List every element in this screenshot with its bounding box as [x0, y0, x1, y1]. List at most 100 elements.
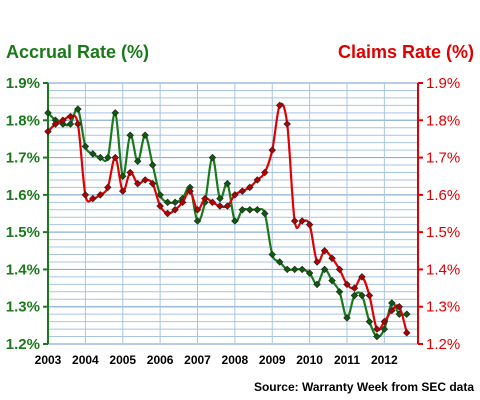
x-tick-label: 2011: [334, 353, 360, 367]
right-tick-label: 1.6%: [426, 187, 460, 204]
claims-point: [126, 168, 134, 177]
accrual-point: [275, 258, 284, 266]
accrual-point: [253, 206, 262, 214]
accrual-point: [44, 109, 52, 117]
claims-point: [111, 153, 119, 162]
accrual-point: [171, 198, 179, 207]
x-tick-label: 2010: [296, 353, 323, 367]
claims-point: [238, 187, 247, 195]
claims-point: [178, 198, 187, 207]
claims-point: [268, 146, 276, 154]
accrual-point: [141, 131, 149, 139]
claims-point: [133, 179, 142, 188]
accrual-point: [223, 179, 232, 188]
accrual-point: [163, 198, 172, 207]
right-tick-label: 1.8%: [426, 112, 460, 129]
right-tick-label: 1.3%: [426, 299, 460, 316]
left-tick-label: 1.3%: [6, 299, 40, 316]
x-tick-label: 2007: [184, 353, 211, 367]
left-tick-label: 1.9%: [6, 75, 40, 92]
accrual-point: [119, 172, 127, 180]
accrual-point: [283, 265, 291, 274]
right-tick-label: 1.4%: [426, 261, 460, 278]
claims-point: [201, 194, 209, 203]
x-axis-ticks: 2003 2004 2005 2006 2007 2008 2009 2010 2011 2012: [35, 353, 398, 367]
claims-point: [261, 168, 269, 177]
claims-point: [380, 317, 389, 326]
claims-point: [231, 191, 239, 199]
right-tick-label: 1.5%: [426, 224, 460, 241]
claims-point: [216, 202, 224, 210]
x-tick-label: 2008: [222, 353, 249, 367]
left-tick-label: 1.4%: [6, 261, 40, 278]
accrual-point: [403, 310, 411, 318]
accrual-point: [268, 250, 276, 259]
left-tick-label: 1.5%: [6, 224, 40, 241]
claims-point: [246, 183, 254, 192]
accrual-point: [365, 317, 374, 326]
claims-point: [96, 191, 105, 199]
claims-point: [403, 329, 411, 337]
claims-point: [298, 217, 306, 225]
left-tick-label: 1.7%: [6, 150, 40, 167]
right-axis-title: Claims Rate (%): [338, 42, 474, 62]
accrual-point: [231, 217, 239, 225]
claims-point: [395, 302, 404, 311]
left-tick-label: 1.6%: [6, 187, 40, 204]
claims-point: [66, 112, 75, 121]
left-axis-ticks: 1.2% 1.3% 1.4% 1.5% 1.6% 1.7% 1.8% 1.9%: [6, 75, 49, 353]
accrual-point: [328, 276, 336, 285]
accrual-point: [81, 142, 90, 151]
claims-point: [320, 247, 329, 255]
claims-point: [148, 179, 157, 188]
accrual-point: [305, 269, 314, 277]
left-tick-label: 1.2%: [6, 336, 40, 353]
claims-point: [373, 325, 381, 333]
claims-point: [275, 101, 284, 110]
claims-point: [253, 176, 262, 184]
accrual-point: [126, 131, 134, 139]
accrual-point: [290, 265, 299, 274]
x-tick-label: 2005: [109, 353, 136, 367]
x-tick-label: 2006: [147, 353, 174, 367]
source-note: Source: Warranty Week from SEC data: [254, 380, 474, 394]
accrual-point: [89, 150, 97, 158]
accrual-point: [238, 206, 247, 214]
claims-point: [283, 120, 291, 128]
accrual-point: [208, 153, 217, 162]
accrual-point: [104, 153, 112, 162]
right-tick-label: 1.2%: [426, 336, 460, 353]
claims-point: [290, 217, 299, 225]
claims-point: [186, 187, 194, 195]
claims-point: [388, 306, 396, 315]
claims-point: [208, 198, 217, 207]
accrual-point: [193, 217, 202, 225]
accrual-point: [59, 120, 67, 128]
accrual-point: [350, 291, 359, 300]
claims-point: [358, 273, 366, 281]
x-tick-label: 2012: [371, 353, 398, 367]
claims-point: [119, 187, 127, 195]
claims-point: [365, 291, 374, 300]
right-axis-ticks: 1.2% 1.3% 1.4% 1.5% 1.6% 1.7% 1.8% 1.9%: [417, 75, 460, 353]
accrual-point: [261, 209, 269, 218]
accrual-point: [246, 206, 254, 214]
claims-point: [89, 194, 97, 203]
accrual-point: [358, 291, 366, 300]
accrual-point: [156, 191, 164, 199]
accrual-point: [216, 194, 224, 203]
claims-rate-series: [44, 101, 411, 337]
claims-point: [313, 258, 321, 266]
accrual-point: [343, 314, 351, 322]
claims-point: [335, 265, 344, 274]
claims-point: [51, 120, 60, 128]
x-tick-label: 2009: [259, 353, 286, 367]
claims-point: [223, 202, 232, 210]
accrual-point: [320, 265, 329, 274]
accrual-point: [66, 120, 75, 128]
accrual-point: [111, 109, 119, 117]
left-tick-label: 1.8%: [6, 112, 40, 129]
right-tick-label: 1.9%: [426, 75, 460, 92]
accrual-point: [148, 161, 157, 169]
